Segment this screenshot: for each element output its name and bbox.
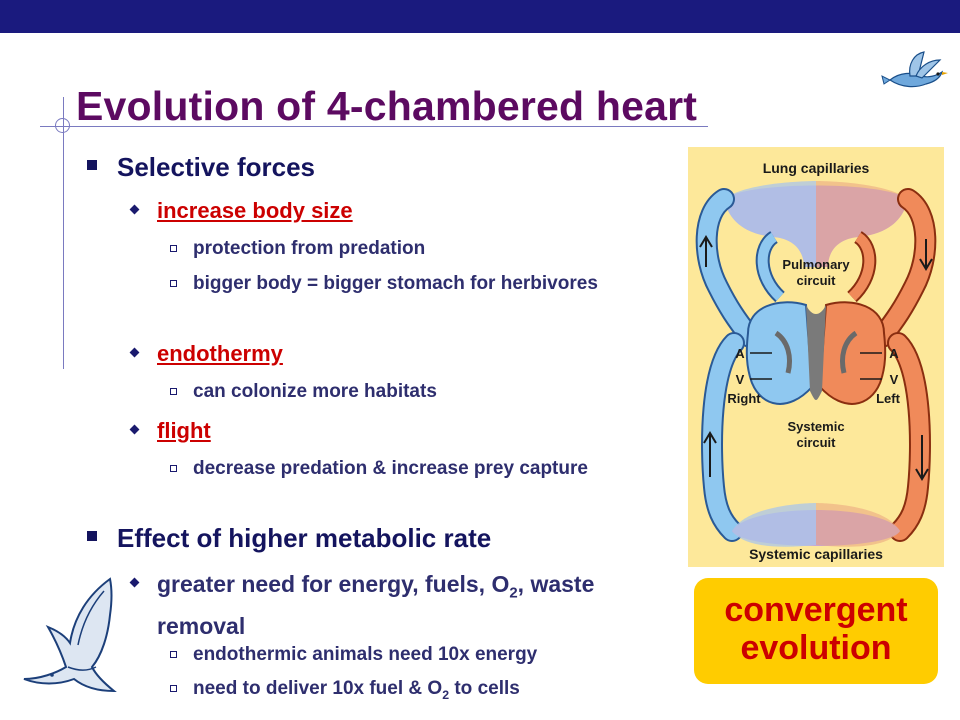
pulmonary-artery xyxy=(697,190,759,346)
diamond-bullet-icon xyxy=(129,577,140,588)
bullet-greater-need: greater need for energy, fuels, O2, wast… xyxy=(157,568,677,642)
diamond-bullet-icon xyxy=(129,204,140,215)
small-square-bullet-icon xyxy=(170,388,177,395)
label-systemic-capillaries: Systemic capillaries xyxy=(749,546,883,562)
systemic-artery xyxy=(889,334,929,540)
pulmonary-vein xyxy=(873,190,935,346)
bullet-bigger-body: bigger body = bigger stomach for herbivo… xyxy=(170,272,663,296)
flow-arrow-icon xyxy=(699,235,713,267)
label-left: Left xyxy=(876,391,901,406)
bird-icon xyxy=(23,577,117,693)
label-systemic: Systemic xyxy=(787,419,844,434)
bullet-endothermy: endothermy xyxy=(157,341,283,367)
label-lung-capillaries: Lung capillaries xyxy=(763,160,870,176)
label-pulmonary: Pulmonary xyxy=(782,257,850,272)
header-bar xyxy=(0,0,960,33)
small-square-bullet-icon xyxy=(170,245,177,252)
small-square-bullet-icon xyxy=(170,685,177,692)
bullet-10x-energy: endothermic animals need 10x energy xyxy=(170,643,663,667)
convergent-evolution-callout: convergent evolution xyxy=(694,578,938,684)
square-bullet-icon xyxy=(87,531,97,541)
flow-arrow-icon xyxy=(703,431,717,477)
bullet-flight: flight xyxy=(157,418,211,444)
square-bullet-icon xyxy=(87,160,97,170)
bullet-increase-body-size: increase body size xyxy=(157,198,353,224)
small-square-bullet-icon xyxy=(170,465,177,472)
decorative-vertical-line xyxy=(63,97,64,369)
diamond-bullet-icon xyxy=(129,424,140,435)
label-right: Right xyxy=(727,391,761,406)
header-bar-stripe xyxy=(0,33,960,36)
label-pulmonary-circuit: circuit xyxy=(796,273,836,288)
bullet-metabolic-rate: Effect of higher metabolic rate xyxy=(87,523,491,554)
bullet-colonize-habitats: can colonize more habitats xyxy=(170,380,663,404)
label-ventricle-right: V xyxy=(736,372,745,387)
bullet-decrease-predation: decrease predation & increase prey captu… xyxy=(170,457,663,481)
bullet-protection-from-predation: protection from predation xyxy=(170,237,663,261)
flow-arrow-icon xyxy=(919,239,933,271)
bird-icon xyxy=(881,51,948,88)
bullet-selective-forces: Selective forces xyxy=(87,152,315,183)
label-atrium-left: A xyxy=(889,346,899,361)
label-systemic-circuit: circuit xyxy=(796,435,836,450)
flow-arrow-icon xyxy=(915,435,929,481)
circulation-diagram: Lung capillaries Pulmonary circuit A V R… xyxy=(688,147,944,567)
decorative-circle xyxy=(55,118,70,133)
small-square-bullet-icon xyxy=(170,280,177,287)
label-atrium-right: A xyxy=(735,346,745,361)
bullet-10x-fuel: need to deliver 10x fuel & O2 to cells xyxy=(170,677,663,707)
systemic-vein xyxy=(703,334,743,540)
septum xyxy=(806,305,826,400)
diamond-bullet-icon xyxy=(129,347,140,358)
decorative-horizontal-line xyxy=(40,126,708,127)
slide-title: Evolution of 4-chambered heart xyxy=(76,83,698,129)
small-square-bullet-icon xyxy=(170,651,177,658)
label-ventricle-left: V xyxy=(890,372,899,387)
